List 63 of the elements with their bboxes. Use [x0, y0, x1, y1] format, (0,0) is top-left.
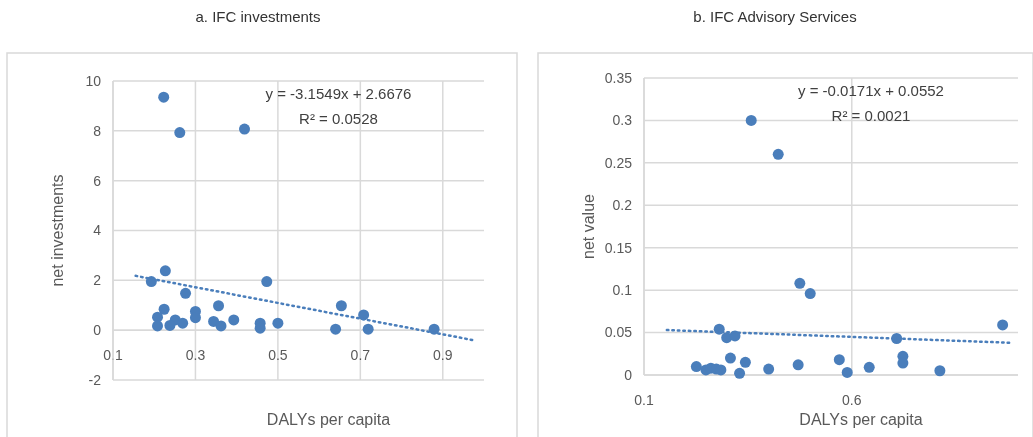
point	[734, 367, 746, 379]
annotation: R² = 0.0528	[299, 110, 378, 127]
x-tick-label: 0.7	[350, 347, 371, 364]
point	[690, 361, 702, 373]
point	[228, 314, 240, 326]
x-tick-label: 0.3	[185, 347, 206, 364]
point	[159, 265, 171, 277]
point	[997, 319, 1009, 331]
y-tick-label: 0	[624, 366, 633, 383]
chart-title: b. IFC Advisory Services	[693, 8, 857, 25]
point	[739, 356, 751, 368]
chart-title: a. IFC investments	[195, 8, 321, 25]
y-tick-label: 0.35	[604, 69, 633, 86]
point	[213, 300, 225, 312]
point	[152, 320, 164, 332]
annotation: y = -0.0171x + 0.0552	[798, 82, 944, 99]
x-axis-title: DALYs per capita	[799, 411, 923, 428]
point	[863, 361, 875, 373]
point	[174, 127, 186, 139]
point	[208, 315, 220, 327]
point	[239, 123, 250, 135]
annotation: R² = 0.0021	[831, 107, 911, 124]
y-tick-label: 0	[93, 322, 102, 339]
x-axis-title: DALYs per capita	[266, 411, 391, 428]
point	[724, 352, 736, 364]
point	[841, 366, 853, 378]
y-tick-label: 0.1	[612, 282, 633, 299]
y-axis-title: net investments	[49, 174, 66, 287]
point	[177, 317, 189, 329]
y-tick-label: 2	[93, 272, 102, 289]
y-axis-title: net value	[580, 193, 597, 259]
y-tick-label: -2	[88, 371, 102, 388]
point	[745, 114, 757, 126]
point	[794, 277, 806, 289]
point	[272, 317, 284, 329]
point	[164, 319, 176, 331]
point	[362, 323, 374, 335]
point	[180, 287, 192, 299]
point	[804, 288, 816, 300]
point	[792, 359, 804, 371]
y-tick-label: 0.05	[604, 324, 633, 341]
annotation: y = -3.1549x + 2.6676	[265, 85, 412, 102]
point	[215, 320, 227, 332]
point	[335, 300, 347, 312]
y-tick-label: 6	[93, 172, 102, 189]
x-tick-label: 0.9	[433, 347, 453, 364]
y-tick-label: 0.25	[604, 154, 633, 171]
point	[763, 363, 775, 375]
point	[934, 365, 946, 377]
point	[330, 323, 342, 335]
point	[261, 276, 273, 288]
point	[833, 354, 845, 366]
point	[158, 91, 170, 103]
y-tick-label: 0.3	[612, 112, 633, 129]
y-tick-label: 8	[93, 122, 102, 139]
x-tick-label: 0.5	[268, 347, 288, 364]
x-tick-label: 0.6	[842, 392, 862, 408]
y-tick-label: 0.2	[612, 197, 633, 214]
point	[772, 148, 784, 160]
y-tick-label: 4	[93, 222, 102, 239]
point	[158, 303, 170, 315]
y-tick-label: 0.15	[604, 239, 633, 256]
y-tick-label: 10	[85, 72, 102, 89]
